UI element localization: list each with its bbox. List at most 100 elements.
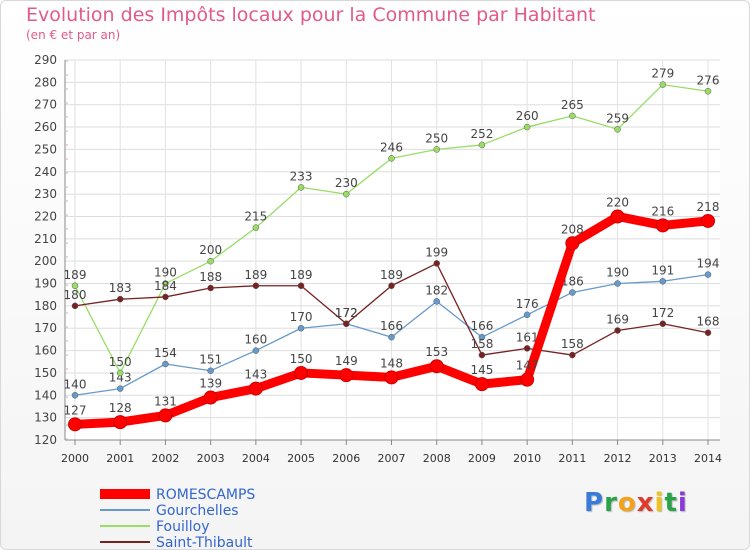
data-label: 169 xyxy=(606,312,629,326)
data-label: 176 xyxy=(516,297,539,311)
data-label: 140 xyxy=(64,377,87,391)
data-label: 143 xyxy=(109,371,132,385)
x-tick-label: 2003 xyxy=(197,452,225,465)
x-tick-label: 2014 xyxy=(694,452,722,465)
y-tick-label: 130 xyxy=(34,411,57,425)
x-tick-label: 2004 xyxy=(242,452,270,465)
data-label: 166 xyxy=(470,319,493,333)
data-label: 180 xyxy=(64,288,87,302)
legend-label: Gourchelles xyxy=(156,503,239,519)
data-point xyxy=(655,218,670,233)
data-point xyxy=(429,359,444,374)
data-point xyxy=(71,282,79,290)
proxiti-logo: Proxiti xyxy=(584,488,688,518)
data-label: 166 xyxy=(380,319,403,333)
y-tick-label: 220 xyxy=(34,209,57,223)
data-label: 172 xyxy=(335,306,358,320)
data-point xyxy=(569,289,576,296)
x-tick-label: 2005 xyxy=(287,452,315,465)
data-point xyxy=(523,345,531,352)
data-label: 151 xyxy=(199,353,222,367)
data-label: 131 xyxy=(154,394,177,408)
data-point xyxy=(520,372,535,387)
data-label: 233 xyxy=(290,169,313,183)
x-tick-label: 2012 xyxy=(604,452,632,465)
data-label: 172 xyxy=(651,306,674,320)
data-point xyxy=(294,365,309,380)
y-tick-label: 290 xyxy=(34,53,57,67)
data-label: 154 xyxy=(154,346,177,360)
data-label: 149 xyxy=(335,354,358,368)
data-label: 158 xyxy=(561,337,584,351)
chart-title: Evolution des Impôts locaux pour la Comm… xyxy=(26,4,596,26)
data-label: 230 xyxy=(335,176,358,190)
data-label: 145 xyxy=(470,363,493,377)
data-point xyxy=(704,271,712,278)
x-tick-label: 2002 xyxy=(151,452,179,465)
data-point xyxy=(116,369,124,377)
data-label: 276 xyxy=(697,73,720,87)
data-point xyxy=(207,257,214,265)
data-label: 199 xyxy=(425,245,448,259)
data-point xyxy=(659,320,667,328)
data-point xyxy=(659,278,667,285)
data-label: 189 xyxy=(244,268,267,282)
data-label: 147 xyxy=(516,359,539,373)
data-label: 208 xyxy=(561,222,584,236)
logo-letter: i xyxy=(654,488,665,518)
data-label: 186 xyxy=(561,274,584,288)
data-label: 265 xyxy=(561,98,584,112)
data-label: 182 xyxy=(425,283,448,297)
x-tick-label: 2001 xyxy=(106,452,134,465)
data-label: 161 xyxy=(516,330,539,344)
data-point xyxy=(478,333,486,341)
data-label: 218 xyxy=(697,200,720,214)
data-label: 279 xyxy=(651,67,674,81)
data-label: 194 xyxy=(697,257,720,271)
data-label: 252 xyxy=(470,127,493,141)
data-point xyxy=(71,392,79,399)
data-point xyxy=(252,224,260,231)
data-point xyxy=(297,282,305,290)
data-label: 168 xyxy=(697,315,720,329)
data-point xyxy=(207,284,214,292)
data-point xyxy=(297,324,305,332)
data-point xyxy=(433,298,440,305)
data-label: 216 xyxy=(651,204,674,218)
data-label: 160 xyxy=(244,333,267,347)
legend-label: Saint-Thibault xyxy=(156,535,253,550)
data-point xyxy=(162,360,169,368)
data-label: 128 xyxy=(109,401,132,415)
data-label: 150 xyxy=(290,352,313,366)
data-point xyxy=(207,367,214,374)
x-tick-label: 2009 xyxy=(468,452,496,465)
data-label: 127 xyxy=(64,403,87,417)
data-label: 188 xyxy=(199,270,222,284)
logo-letter: o xyxy=(617,488,637,518)
data-point xyxy=(701,213,715,228)
chart-subtitle: (en € et par an) xyxy=(26,28,121,42)
data-point xyxy=(614,280,621,287)
logo-letter: i xyxy=(677,488,688,518)
y-tick-label: 270 xyxy=(34,98,57,112)
y-tick-label: 190 xyxy=(34,277,57,291)
data-point xyxy=(162,293,169,301)
data-point xyxy=(610,209,625,224)
y-tick-label: 120 xyxy=(34,433,57,447)
data-label: 190 xyxy=(154,266,177,280)
data-label: 189 xyxy=(64,268,87,282)
data-point xyxy=(113,415,128,430)
data-point xyxy=(297,184,305,191)
data-point xyxy=(569,351,576,359)
data-label: 183 xyxy=(109,281,132,295)
data-point xyxy=(569,112,576,120)
data-point xyxy=(71,302,79,310)
data-point xyxy=(523,123,531,131)
data-point xyxy=(614,327,621,334)
data-label: 172 xyxy=(335,306,358,320)
y-tick-label: 280 xyxy=(34,75,57,89)
data-label: 189 xyxy=(290,268,313,282)
data-label: 139 xyxy=(199,377,222,391)
legend-label: ROMESCAMPS xyxy=(156,487,255,503)
data-label: 158 xyxy=(470,337,493,351)
